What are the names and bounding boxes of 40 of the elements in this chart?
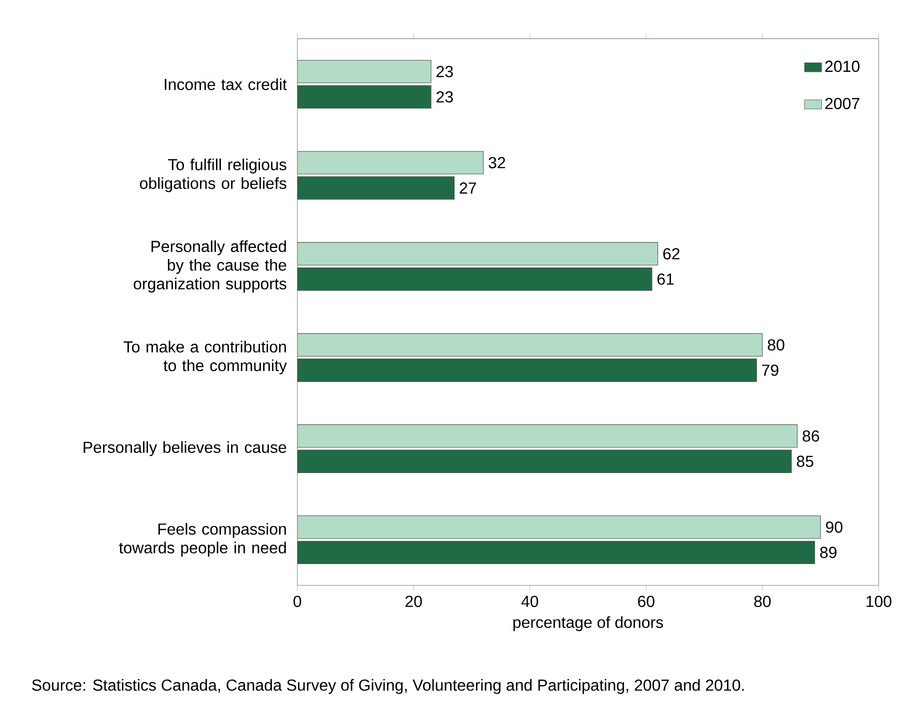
bar xyxy=(297,333,763,357)
x-tick-label: 20 xyxy=(406,596,422,608)
data-label: 27 xyxy=(460,182,476,194)
data-label: 23 xyxy=(436,91,453,103)
bar xyxy=(297,358,757,382)
legend-label: 2007 xyxy=(825,98,860,110)
x-tick-label: 80 xyxy=(754,596,771,608)
bar xyxy=(297,242,658,266)
x-axis-title: percentage of donors xyxy=(513,616,664,632)
data-label: 23 xyxy=(436,66,453,78)
data-label: 85 xyxy=(796,456,814,468)
bar xyxy=(297,450,792,474)
data-label: 79 xyxy=(762,364,778,376)
x-tick-label: 60 xyxy=(638,596,654,608)
bar xyxy=(297,85,432,109)
data-label: 86 xyxy=(802,430,820,442)
x-tick-label: 0 xyxy=(294,596,302,608)
y-tick-label: Personally affected by the cause the organization supports xyxy=(134,240,286,293)
y-tick-label: To make a contribution to the community xyxy=(124,340,287,375)
data-label: 89 xyxy=(820,546,836,558)
legend-label: 2010 xyxy=(825,60,860,72)
bar xyxy=(297,151,484,174)
x-tick-label: 100 xyxy=(866,596,892,608)
data-label: 62 xyxy=(663,248,680,260)
bar xyxy=(297,541,815,564)
y-tick-label: Feels compassion towards people in need xyxy=(119,523,286,557)
bar xyxy=(297,268,652,291)
x-tick-label: 40 xyxy=(521,596,538,608)
y-tick-label: Personally believes in cause xyxy=(84,441,286,456)
bar xyxy=(297,516,821,539)
bar xyxy=(297,424,798,448)
data-label: 80 xyxy=(768,339,784,351)
y-tick-label: To fulfill religious obligations or beliefs xyxy=(140,158,286,192)
bar xyxy=(297,176,455,200)
data-label: 32 xyxy=(488,157,506,168)
data-label: 90 xyxy=(826,522,842,533)
data-label: 61 xyxy=(657,274,674,285)
source-note: Source: Statistics Canada, Canada Survey of Giving, Volunteering and Participating, 2007 and 2010. xyxy=(32,679,744,694)
bar xyxy=(297,60,432,84)
y-tick-label: Income tax credit xyxy=(164,78,287,90)
